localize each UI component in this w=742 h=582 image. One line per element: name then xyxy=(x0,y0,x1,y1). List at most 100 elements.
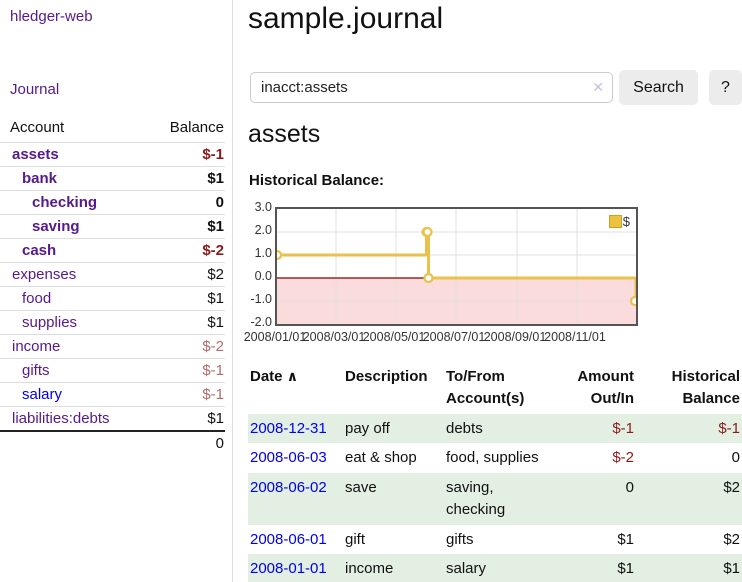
account-row: cash $-2 xyxy=(0,238,225,263)
accounts-total: 0 xyxy=(148,430,225,455)
x-axis-tick-label: 2008/11/01 xyxy=(544,330,606,344)
account-link[interactable]: assets xyxy=(12,146,59,163)
account-link[interactable]: cash xyxy=(22,242,57,259)
transaction-accounts: food, supplies xyxy=(446,449,539,467)
account-link[interactable]: expenses xyxy=(12,266,77,283)
account-balance: $2 xyxy=(148,262,225,287)
account-row: bank $1 xyxy=(0,166,225,191)
account-link[interactable]: salary xyxy=(22,386,63,403)
transaction-row: 2008-06-03 eat & shop food, supplies $-2 0 xyxy=(248,443,742,473)
account-balance: $1 xyxy=(148,406,225,431)
transaction-description: eat & shop xyxy=(345,449,417,467)
account-link[interactable]: supplies xyxy=(22,314,78,331)
sidebar-item-journal[interactable]: Journal xyxy=(10,81,60,98)
transaction-amount: $1 xyxy=(617,560,634,578)
transaction-date-link[interactable]: 2008-06-01 xyxy=(250,530,327,548)
legend-swatch-icon xyxy=(608,215,622,228)
chart-plot-area[interactable]: $ xyxy=(275,207,638,326)
chart-legend: $ xyxy=(608,214,630,229)
transaction-amount: $-1 xyxy=(612,419,634,437)
transaction-date-link[interactable]: 2008-01-01 xyxy=(250,560,327,578)
accounts-header-balance: Balance xyxy=(169,119,224,136)
account-link[interactable]: saving xyxy=(32,218,80,235)
transaction-amount: $1 xyxy=(617,530,634,548)
y-axis-tick-label: -1.0 xyxy=(250,291,272,306)
y-axis-tick-label: 2.0 xyxy=(254,222,272,237)
register-header-date[interactable]: Date ∧ xyxy=(250,368,299,385)
account-balance: $1 xyxy=(148,286,225,311)
account-link[interactable]: gifts xyxy=(22,362,50,379)
chart-y-axis: 3.0 2.0 1.0 0.0 -1.0 -2.0 xyxy=(248,200,272,330)
sort-ascending-icon: ∧ xyxy=(286,368,299,384)
account-row: income $-2 xyxy=(0,334,225,359)
y-axis-tick-label: 0.0 xyxy=(254,268,272,283)
account-row: expenses $2 xyxy=(0,262,225,287)
x-axis-tick-label: 2008/07/01 xyxy=(422,330,486,344)
transaction-row: 2008-12-31 pay off debts $-1 $-1 xyxy=(248,413,742,444)
app-title-link[interactable]: hledger-web xyxy=(10,8,93,25)
search-input[interactable] xyxy=(250,72,613,103)
account-row: salary $-1 xyxy=(0,382,225,407)
account-link[interactable]: checking xyxy=(32,194,98,211)
transaction-description: save xyxy=(345,479,377,496)
account-balance: $-1 xyxy=(148,142,225,167)
main-panel: sample.journal ✕ Search ? assets Histori… xyxy=(244,0,742,582)
search-form: ✕ Search ? xyxy=(250,70,742,105)
account-row: supplies $1 xyxy=(0,310,225,335)
account-balance: $-2 xyxy=(148,334,225,359)
account-link[interactable]: income xyxy=(12,338,61,355)
transaction-amount: $-2 xyxy=(612,449,634,467)
account-balance: $1 xyxy=(148,310,225,335)
transaction-description: gift xyxy=(345,530,366,548)
account-balance: $1 xyxy=(148,214,225,239)
transaction-balance: $2 xyxy=(723,530,740,548)
transaction-accounts: gifts xyxy=(446,530,474,548)
transaction-date-link[interactable]: 2008-06-02 xyxy=(250,479,327,496)
x-axis-tick-label: 2008/03/01 xyxy=(302,330,366,344)
register-header-description: Description xyxy=(345,368,428,385)
y-axis-tick-label: -2.0 xyxy=(250,314,272,329)
legend-label: $ xyxy=(622,214,630,229)
transaction-accounts: salary xyxy=(446,560,487,578)
accounts-table: Account Balance assets $-1 bank $1 checking 0… xyxy=(0,116,225,455)
account-balance: $-1 xyxy=(148,382,225,407)
clear-search-icon[interactable]: ✕ xyxy=(592,79,604,95)
transaction-row: 2008-06-01 gift gifts $1 $2 xyxy=(248,525,742,555)
register-header-accounts: To/From Account(s) xyxy=(446,368,525,407)
account-row: saving $1 xyxy=(0,214,225,239)
accounts-total-row: 0 xyxy=(0,430,225,455)
account-row: assets $-1 xyxy=(0,142,225,167)
transaction-row: 2008-06-02 save saving, checking 0 $2 xyxy=(248,473,742,525)
chart-heading: Historical Balance: xyxy=(249,172,385,189)
y-axis-tick-label: 1.0 xyxy=(254,245,272,260)
balance-chart: 3.0 2.0 1.0 0.0 -1.0 -2.0 $ 2008/01/01 2008/03… xyxy=(244,200,742,351)
accounts-header-account: Account xyxy=(10,119,65,136)
search-button[interactable]: Search xyxy=(619,70,698,105)
account-link[interactable]: food xyxy=(22,290,52,307)
account-balance: $1 xyxy=(148,166,225,191)
register-header-balance: Historical Balance xyxy=(671,368,740,407)
account-link[interactable]: liabilities:debts xyxy=(12,410,110,427)
transaction-date-link[interactable]: 2008-12-31 xyxy=(250,419,327,437)
help-button[interactable]: ? xyxy=(709,70,742,105)
transaction-balance: 0 xyxy=(731,449,740,467)
sidebar: hledger-web Journal Account Balance asse… xyxy=(0,0,233,582)
x-axis-tick-label: 2008/09/01 xyxy=(483,330,547,344)
transaction-description: income xyxy=(345,560,394,578)
account-row: liabilities:debts $1 xyxy=(0,406,225,431)
account-row: gifts $-1 xyxy=(0,358,225,383)
transaction-amount: 0 xyxy=(625,479,634,496)
account-heading: assets xyxy=(248,120,321,148)
x-axis-tick-label: 2008/05/01 xyxy=(362,330,426,344)
account-balance: $-2 xyxy=(148,238,225,263)
account-balance: $-1 xyxy=(148,358,225,383)
transaction-date-link[interactable]: 2008-06-03 xyxy=(250,449,327,467)
account-link[interactable]: bank xyxy=(22,170,58,187)
transaction-description: pay off xyxy=(345,419,390,437)
transaction-accounts: debts xyxy=(446,419,483,437)
transaction-row: 2008-01-01 income salary $1 $1 xyxy=(248,554,742,582)
page-title: sample.journal xyxy=(248,2,444,35)
transaction-accounts: saving, checking xyxy=(446,479,506,518)
register-table: Date ∧ Description To/From Account(s) Am… xyxy=(248,362,742,582)
x-axis-tick-label: 2008/01/01 xyxy=(243,330,307,344)
